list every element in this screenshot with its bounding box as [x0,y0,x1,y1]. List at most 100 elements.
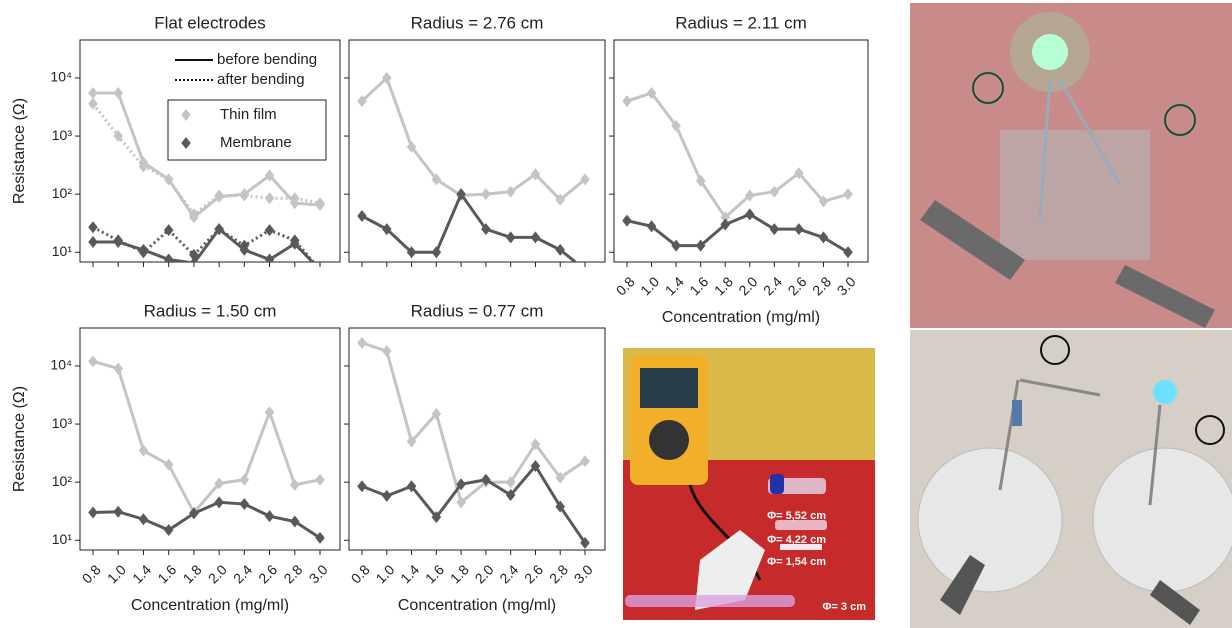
data-point [265,510,275,522]
x-tick-label: 2.6 [785,273,810,298]
y-tick-label: 10⁴ [50,69,72,85]
x-axis-label: Concentration (mg/ml) [131,597,289,614]
x-tick-label: 2.4 [496,561,521,586]
data-point [290,479,300,491]
x-tick-label: 1.0 [104,561,129,586]
data-point [622,95,632,107]
data-point [506,231,516,243]
photo-label: Φ= 5,52 cm [767,510,826,522]
x-tick-label: 1.0 [637,273,662,298]
data-point [382,345,392,357]
chart-panel: Flat electrodes10¹10²10³10⁴Resistance (Ω… [11,13,340,275]
data-point [88,221,98,233]
data-point [843,188,853,200]
legend-label: Membrane [220,134,292,151]
x-tick-label: 1.0 [372,561,397,586]
data-point [794,223,804,235]
data-point [315,197,325,209]
data-point [113,87,123,99]
data-point [357,337,367,349]
x-tick-label: 1.4 [397,561,422,586]
data-point [240,498,250,510]
series-line [362,343,585,502]
series-line [93,361,320,512]
data-point [88,236,98,248]
data-point [357,480,367,492]
x-tick-label: 2.4 [230,561,255,586]
y-tick-label: 10⁴ [50,357,72,373]
y-axis-label: Resistance (Ω) [11,98,28,204]
chart-panel: Radius = 2.76 cm [344,13,605,275]
series-line [362,78,585,200]
x-tick-label: 3.0 [834,273,859,298]
x-tick-label: 1.8 [711,273,736,298]
data-point [164,524,174,536]
data-point [290,516,300,528]
chart-title: Flat electrodes [154,13,266,32]
series-line [93,229,320,270]
x-tick-label: 2.6 [255,561,280,586]
chart-panel: Radius = 2.11 cm0.81.01.41.61.82.02.42.6… [609,13,868,326]
legend-label: after bending [217,71,305,88]
data-point [843,246,853,258]
series-line [627,93,848,217]
data-point [88,355,98,367]
series-line [627,214,848,252]
x-tick-label: 2.8 [546,561,571,586]
legend-label: Thin film [220,106,277,123]
chart-title: Radius = 1.50 cm [144,301,277,320]
data-point [819,231,829,243]
x-tick-label: 2.0 [472,561,497,586]
data-point [357,210,367,222]
x-axis-label: Concentration (mg/ml) [398,597,556,614]
data-point [531,231,541,243]
plot-area [357,72,590,276]
x-tick-label: 2.8 [280,561,305,586]
x-tick-label: 1.4 [129,561,154,586]
y-tick-label: 10³ [52,127,73,143]
x-tick-label: 3.0 [306,561,331,586]
photo-label: Φ= 3 cm [822,601,866,613]
data-point [622,215,632,227]
photo-label: Φ= 1,54 cm [767,556,826,568]
x-tick-label: 2.0 [735,273,760,298]
series-line [362,466,585,543]
data-point [580,455,590,467]
x-axis-label: Concentration (mg/ml) [662,309,820,326]
x-tick-label: 0.8 [348,561,373,586]
data-point [113,363,123,375]
data-point [113,506,123,518]
y-axis-label: Resistance (Ω) [11,386,28,492]
data-point [139,513,149,525]
series-line [93,502,320,538]
data-point [315,474,325,486]
data-point [88,507,98,519]
x-tick-label: 2.8 [809,273,834,298]
data-point [240,474,250,486]
x-tick-label: 1.8 [180,561,205,586]
data-point [88,87,98,99]
x-tick-label: 2.6 [521,561,546,586]
data-point [214,496,224,508]
chart-title: Radius = 2.76 cm [411,13,544,32]
data-point [745,208,755,220]
x-tick-label: 0.8 [79,561,104,586]
plot-area [88,355,325,544]
data-point [265,224,275,236]
data-point [382,490,392,502]
figure: Φ= 5,52 cmΦ= 4,22 cmΦ= 1,54 cmΦ= 3 cm Fl… [0,0,1232,628]
plot-area [622,87,853,258]
y-tick-label: 10² [52,473,73,489]
data-point [139,445,149,457]
y-tick-label: 10² [52,185,73,201]
data-point [481,188,491,200]
data-point [265,192,275,204]
series-line [362,194,585,270]
y-tick-label: 10³ [52,415,73,431]
y-tick-label: 10¹ [52,531,73,547]
led-photo-top [910,3,1232,328]
x-tick-label: 1.6 [686,273,711,298]
x-tick-label: 2.0 [205,561,230,586]
